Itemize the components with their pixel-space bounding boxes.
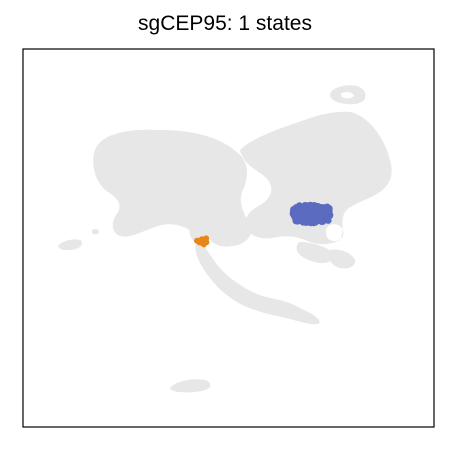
state-cell-point	[198, 236, 205, 243]
background-cell-blob-right	[296, 242, 334, 264]
background-cell-island-top-right	[330, 85, 366, 105]
chart-title: sgCEP95: 1 states	[138, 12, 312, 35]
background-cells	[58, 85, 392, 393]
state-cell-point	[323, 213, 331, 221]
plot-frame	[22, 48, 435, 428]
background-cell-island-bottom	[170, 379, 211, 393]
state-cell-point	[307, 206, 315, 213]
background-cell-speck-left	[92, 228, 99, 235]
background-cell-cluster-left	[93, 129, 252, 247]
state-cell-point	[319, 206, 327, 214]
state-cell-point	[201, 242, 207, 248]
state-cell-point	[309, 218, 317, 226]
background-cell-speck-upper-right	[255, 155, 262, 162]
state-cell-point	[293, 209, 301, 216]
background-cell-island-left	[58, 239, 83, 251]
state-cells-blue	[289, 201, 334, 227]
state-cells-orange	[194, 235, 210, 248]
background-cell-blob-right-small	[328, 249, 356, 269]
background-cell-cluster-right	[240, 111, 392, 245]
state-cell-point	[303, 214, 310, 222]
state-cell-point	[313, 209, 320, 217]
state-cell-point	[194, 237, 200, 244]
background-cell-arm-lower	[195, 238, 320, 325]
